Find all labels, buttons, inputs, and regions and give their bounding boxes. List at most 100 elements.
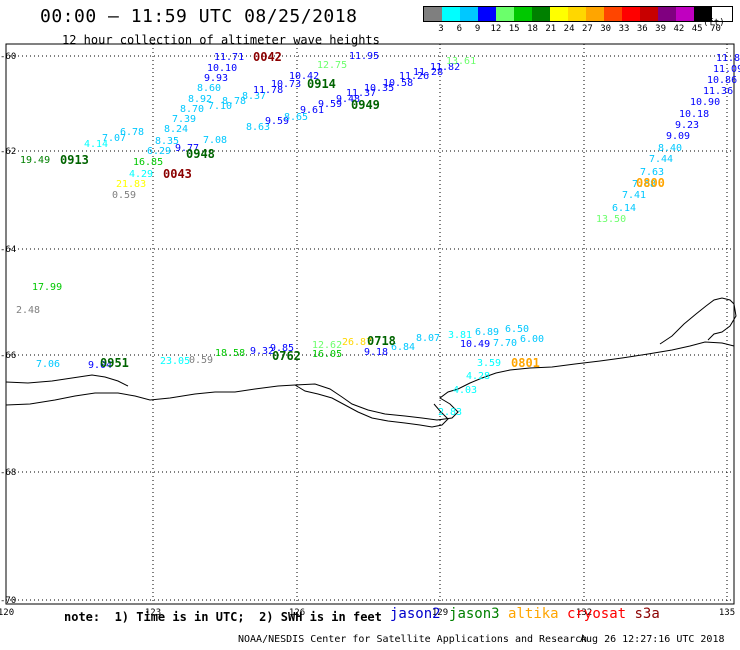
pass-time-label: 0913: [60, 153, 89, 167]
swh-value: 11.26: [399, 71, 429, 82]
swh-value: 7.39: [172, 114, 196, 125]
legend-label: 3: [438, 24, 444, 34]
swh-value: 9.85: [270, 343, 294, 354]
swh-value: 10.86: [707, 75, 737, 86]
swh-value: 8.92: [188, 94, 212, 105]
swh-values: 11.7110.109.938.608.928.707.398.248.356.…: [16, 51, 740, 418]
swh-value: 17.99: [32, 282, 62, 293]
pass-time-label: 0043: [163, 167, 192, 181]
legend-swatch: [532, 7, 550, 21]
legend-swatch: [460, 7, 478, 21]
legend-swatch: [604, 7, 622, 21]
swh-value: 8.07: [416, 333, 440, 344]
swh-value: 7.70: [493, 338, 517, 349]
legend-label: 15: [508, 24, 520, 34]
swh-value: 11.78: [253, 85, 283, 96]
swh-value: 10.35: [364, 83, 394, 94]
legend-label: 30: [600, 24, 612, 34]
latitude-label: -60: [0, 52, 16, 62]
latitude-label: -68: [0, 468, 16, 478]
swh-value: 8.70: [180, 104, 204, 115]
pass-time-label: 0800: [636, 176, 665, 190]
swh-value: 8.60: [197, 83, 221, 94]
latitude-label: -62: [0, 147, 16, 157]
swh-value: 8.37: [242, 91, 266, 102]
coastline-inner: [294, 384, 449, 428]
pass-time-label: 0042: [253, 50, 282, 64]
legend-swatch: [586, 7, 604, 21]
graticule: -60 -62 -64 -66 -68 -70 120 123 126 129 132 135: [0, 43, 735, 618]
map-frame: [5, 43, 735, 605]
swh-value: 10.42: [289, 71, 319, 82]
satellite-legend: jason2 jason3 altika cryosat s3a: [390, 606, 660, 622]
swh-value: 11.71: [214, 52, 244, 63]
legend-label: 70: [710, 24, 721, 34]
swh-value: 12.62: [312, 340, 342, 351]
swh-value: 9.59: [265, 116, 289, 127]
swh-value: 4.29: [129, 169, 153, 180]
latitude-label: -64: [0, 245, 16, 255]
swh-value: 6.84: [391, 342, 415, 353]
latitude-label: -66: [0, 351, 16, 361]
swh-value: 10.49: [460, 339, 490, 350]
swh-value: 6.00: [520, 334, 544, 345]
legend-label: 24: [563, 24, 575, 34]
longitude-label: 135: [719, 608, 735, 618]
swh-value: 4.28: [466, 371, 490, 382]
swh-value: 9.23: [675, 120, 699, 131]
legend-labels: 3 6 9 12 15 18 21 24 27 30 33 36 39 42 45 70: [423, 22, 733, 34]
swh-value: 26.87: [342, 337, 372, 348]
swh-value: 7.88: [632, 179, 656, 190]
swh-value: 7.44: [649, 154, 673, 165]
swh-value: 6.50: [505, 324, 529, 335]
swh-value: 16.85: [133, 157, 163, 168]
pass-time-label: 0914: [307, 77, 336, 91]
swh-value: 9.32: [250, 346, 274, 357]
swh-value: 9.04: [88, 360, 112, 371]
satellite-name: altika: [508, 606, 568, 622]
legend-swatch: [496, 7, 514, 21]
legend-label: 39: [655, 24, 667, 34]
swh-value: 9.61: [300, 105, 324, 116]
legend-swatch: [424, 7, 442, 21]
swh-value: 8.63: [246, 122, 270, 133]
satellite-name: s3a: [634, 606, 660, 622]
swh-value: 21.83: [116, 179, 146, 190]
satellite-name: cryosat: [567, 606, 635, 622]
satellite-name: jason3: [449, 606, 509, 622]
swh-value: 8.35: [155, 136, 179, 147]
legend-unit: (ft): [703, 18, 725, 28]
swh-value: 11.84: [716, 53, 740, 64]
longitude-label: 120: [0, 608, 14, 618]
swh-value: 11.95: [349, 51, 379, 62]
legend-swatch: [442, 7, 460, 21]
swh-value: 10.18: [679, 109, 709, 120]
swh-value: 9.77: [175, 143, 199, 154]
swh-value: 7.63: [640, 167, 664, 178]
legend-swatch: [676, 7, 694, 21]
legend-color-bar: [423, 6, 733, 22]
swh-value: 4.03: [453, 385, 477, 396]
legend-swatch: [658, 7, 676, 21]
pass-time-label: 0762: [272, 349, 301, 363]
longitude-label: 132: [576, 608, 592, 618]
swh-value: 0.59: [112, 190, 136, 201]
legend-label: 36: [636, 24, 648, 34]
footer-note: note: 1) Time is in UTC; 2) SWH is in fe…: [64, 610, 382, 624]
swh-value: 7.06: [36, 359, 60, 370]
swh-value: 2.83: [438, 407, 462, 418]
swh-value: 4.14: [84, 139, 108, 150]
longitude-label: 123: [145, 608, 161, 618]
swh-value: 0.59: [189, 355, 213, 366]
swh-value: 6.14: [612, 203, 636, 214]
pass-time-label: 0949: [351, 98, 380, 112]
swh-value: 8.65: [284, 112, 308, 123]
swh-value: 7.10: [208, 101, 232, 112]
swh-value: 3.81: [448, 330, 472, 341]
swh-value: 19.49: [20, 155, 50, 166]
swh-value: 8.78: [222, 96, 246, 107]
legend-swatch: [568, 7, 586, 21]
satellite-name: jason2: [390, 606, 450, 622]
longitude-label: 126: [289, 608, 305, 618]
coastline: [5, 341, 735, 421]
